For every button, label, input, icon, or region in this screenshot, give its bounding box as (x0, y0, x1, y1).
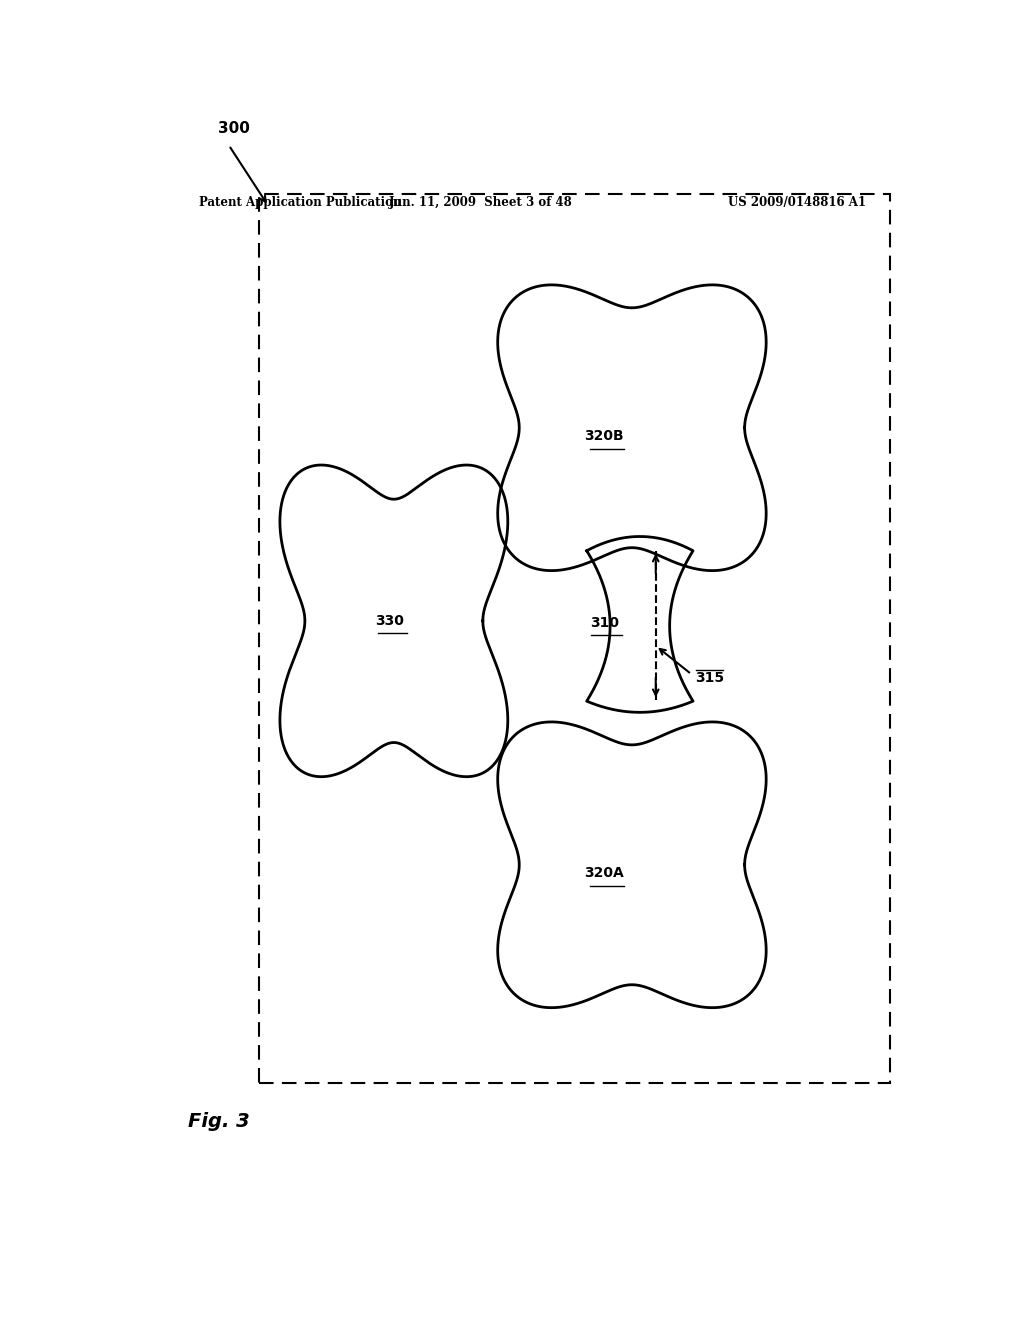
Text: 300: 300 (218, 121, 250, 136)
Text: Fig. 3: Fig. 3 (187, 1113, 249, 1131)
Text: 320A: 320A (585, 866, 624, 880)
Text: Jun. 11, 2009  Sheet 3 of 48: Jun. 11, 2009 Sheet 3 of 48 (389, 195, 573, 209)
Bar (259, 194, 890, 1084)
Text: 320B: 320B (585, 429, 624, 444)
Text: 330: 330 (376, 614, 404, 628)
Text: US 2009/0148816 A1: US 2009/0148816 A1 (728, 195, 866, 209)
Text: Patent Application Publication: Patent Application Publication (200, 195, 402, 209)
Text: 315: 315 (695, 672, 725, 685)
Text: 310: 310 (591, 616, 620, 630)
